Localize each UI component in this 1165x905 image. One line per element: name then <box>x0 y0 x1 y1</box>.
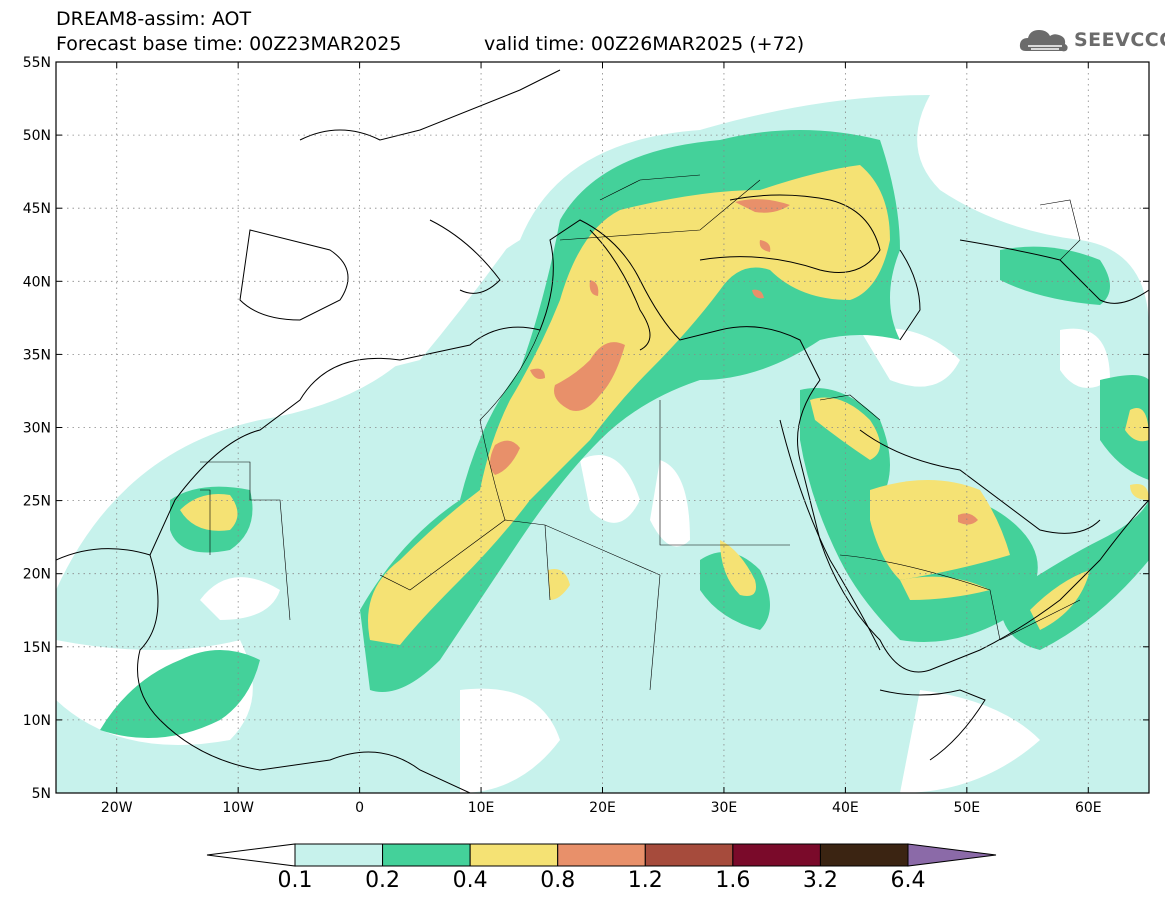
colorbar-tick-label: 6.4 <box>890 868 926 893</box>
lat-label: 30N <box>23 421 51 437</box>
colorbar-segment <box>732 843 821 867</box>
lon-label: 10W <box>222 800 254 816</box>
lon-label: 0 <box>355 800 364 816</box>
map-title: DREAM8-assim: AOT <box>56 8 252 30</box>
lat-label: 25N <box>23 494 51 510</box>
colorbar <box>206 843 997 867</box>
colorbar-segment <box>644 843 734 867</box>
cloud-icon <box>1019 30 1068 52</box>
lat-label: 35N <box>23 347 51 363</box>
lat-label: 50N <box>23 128 51 144</box>
lon-label: 50E <box>953 800 980 816</box>
lon-label: 20E <box>589 800 616 816</box>
lat-label: 5N <box>32 786 51 802</box>
gridlines <box>56 62 1149 793</box>
country-borders <box>200 174 1081 691</box>
axis-ticks <box>56 61 1149 794</box>
colorbar-segment <box>469 843 559 867</box>
colorbar-segment <box>382 843 471 867</box>
colorbar-segment <box>557 843 646 867</box>
colorbar-tick-label: 0.4 <box>452 868 488 893</box>
lat-label: 55N <box>23 55 51 71</box>
colorbar-tick-label: 0.1 <box>277 868 313 893</box>
colorbar-segment <box>294 843 384 867</box>
lon-label: 30E <box>711 800 738 816</box>
colorbar-tick-label: 0.8 <box>540 868 576 893</box>
colorbar-tick-label: 3.2 <box>802 868 838 893</box>
lon-label: 20W <box>101 800 133 816</box>
colorbar-max-arrow <box>907 843 997 867</box>
lat-label: 20N <box>23 567 51 583</box>
colorbar-min-arrow <box>206 843 296 867</box>
latitude-labels: 55N 50N 45N 40N 35N 30N 25N 20N 15N 10N 5N <box>23 55 51 802</box>
coastlines <box>56 69 1149 793</box>
colorbar-tick-label: 1.6 <box>715 868 751 893</box>
seevccc-logo: SEEVCCC <box>1018 22 1165 58</box>
forecast-base-time: Forecast base time: 00Z23MAR2025 <box>56 33 402 55</box>
lon-label: 60E <box>1075 800 1102 816</box>
aot-field <box>56 62 1149 793</box>
valid-time: valid time: 00Z26MAR2025 (+72) <box>484 33 805 55</box>
lat-label: 40N <box>23 274 51 290</box>
colorbar-segment <box>819 843 909 867</box>
lat-label: 45N <box>23 201 51 217</box>
lat-label: 10N <box>23 713 51 729</box>
aot-contour-0.8 <box>490 199 978 525</box>
colorbar-tick-label: 0.2 <box>365 868 401 893</box>
longitude-labels: 20W 10W 0 10E 20E 30E 40E 50E 60E <box>101 800 1102 816</box>
lon-label: 40E <box>832 800 859 816</box>
lon-label: 10E <box>468 800 495 816</box>
lat-label: 15N <box>23 640 51 656</box>
logo-text: SEEVCCC <box>1074 29 1165 51</box>
colorbar-tick-label: 1.2 <box>627 868 663 893</box>
